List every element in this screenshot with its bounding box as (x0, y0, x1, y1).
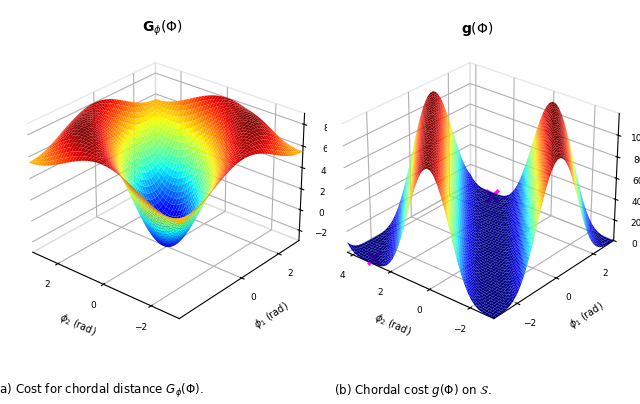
Text: (b) Chordal cost $g(\Phi)$ on $\mathcal{S}$.: (b) Chordal cost $g(\Phi)$ on $\mathcal{… (334, 382, 492, 399)
X-axis label: $\phi_2$ (rad): $\phi_2$ (rad) (58, 310, 99, 339)
Title: $\mathbf{g}(\Phi)$: $\mathbf{g}(\Phi)$ (461, 20, 493, 38)
X-axis label: $\phi_2$ (rad): $\phi_2$ (rad) (372, 310, 413, 339)
Y-axis label: $\phi_1$ (rad): $\phi_1$ (rad) (566, 299, 606, 332)
Title: $\mathbf{G}_{\phi}(\Phi)$: $\mathbf{G}_{\phi}(\Phi)$ (142, 19, 183, 38)
Y-axis label: $\phi_1$ (rad): $\phi_1$ (rad) (251, 299, 292, 332)
Text: (a) Cost for chordal distance $G_{\phi}(\Phi)$.: (a) Cost for chordal distance $G_{\phi}(… (0, 382, 204, 400)
